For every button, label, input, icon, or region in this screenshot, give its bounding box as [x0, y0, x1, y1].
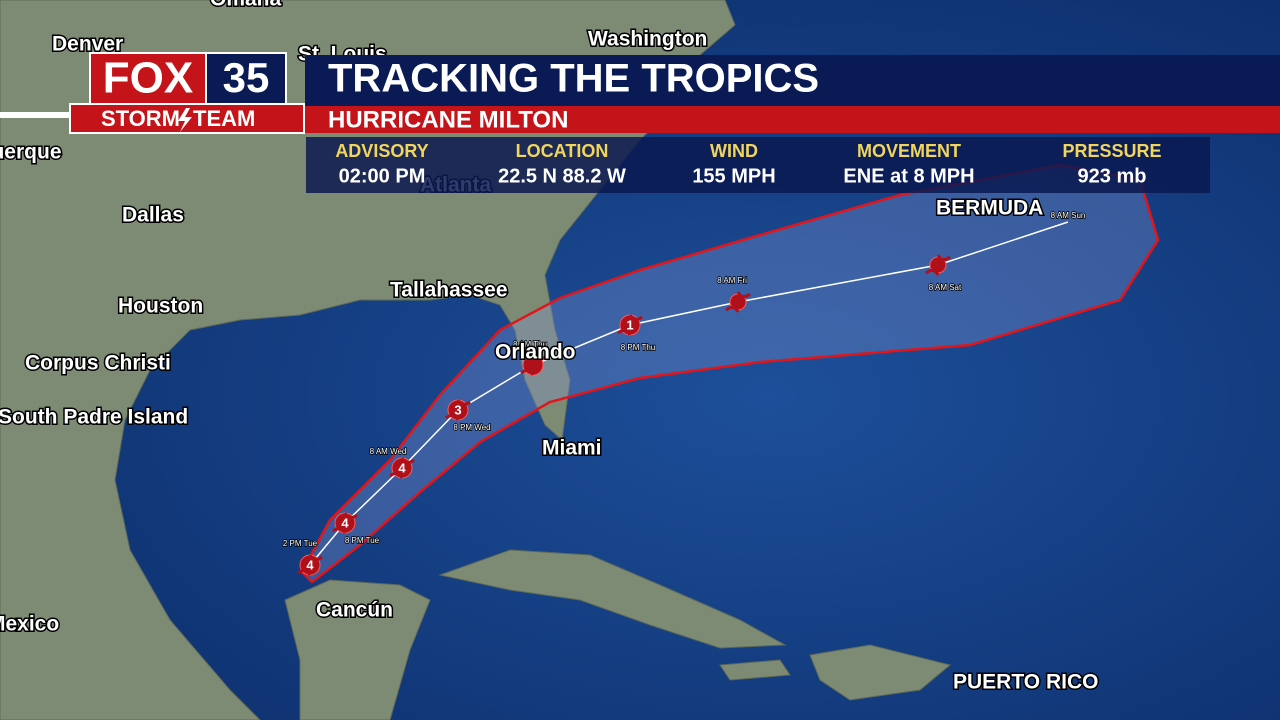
city-label: Orlando — [495, 341, 576, 364]
city-label: Corpus Christi — [25, 352, 171, 375]
city-label: Omaha — [210, 0, 282, 11]
storm-swirl — [297, 554, 323, 576]
track-time: 2 PM Tue — [283, 539, 318, 548]
storm-category: 4 — [398, 460, 406, 475]
title: TRACKING THE TROPICS — [328, 57, 819, 101]
advisory-value: 22.5 N 88.2 W — [498, 165, 626, 187]
logo-fox-box — [89, 52, 207, 105]
track-time: 8 AM Thu — [513, 340, 547, 349]
jamaica — [719, 659, 791, 681]
storm-swirl — [925, 254, 951, 276]
advisory-value: 923 mb — [1078, 165, 1147, 187]
city-label: Tallahassee — [390, 279, 508, 302]
storm-swirl — [445, 399, 471, 421]
advisory-label: WIND — [710, 141, 758, 161]
storm-category: 3 — [454, 402, 461, 417]
track-time: 8 PM Tue — [345, 536, 380, 545]
track-time: 8 AM Sun — [1051, 211, 1086, 220]
logo-number: 35 — [223, 54, 270, 101]
cuba — [438, 549, 787, 649]
city-label: Washington — [588, 28, 707, 51]
city-label: Miami — [542, 437, 602, 460]
advisory-label: MOVEMENT — [857, 141, 961, 161]
city-label: Albuquerque — [0, 141, 62, 164]
storm-category: 4 — [306, 557, 314, 572]
storm-category: 1 — [626, 317, 633, 332]
advisory-panel — [306, 137, 1210, 193]
advisory-value: 02:00 PM — [339, 165, 426, 187]
advisory-label: LOCATION — [516, 141, 609, 161]
track-time: 8 AM Wed — [370, 447, 407, 456]
logo-brand: FOX — [103, 54, 193, 103]
advisory-label: PRESSURE — [1062, 141, 1161, 161]
city-label: Houston — [118, 295, 203, 318]
track-time: 8 AM Fri — [717, 276, 747, 285]
storm-swirl — [389, 457, 415, 479]
title-banner — [305, 55, 1280, 106]
city-label: Mexico — [0, 613, 59, 636]
subtitle: HURRICANE MILTON — [328, 106, 568, 133]
subtitle-banner — [305, 106, 1280, 133]
storm-swirl — [332, 512, 358, 534]
team-right: TEAM — [193, 106, 255, 131]
storm-category: 4 — [341, 515, 349, 530]
track-time: 8 PM Wed — [453, 423, 490, 432]
city-label: PUERTO RICO — [953, 671, 1098, 694]
storm-swirl — [520, 354, 546, 376]
city-label: BERMUDA — [936, 197, 1043, 220]
city-label: Dallas — [122, 204, 184, 227]
track-time: 8 PM Thu — [621, 343, 656, 352]
track-group: 4 2 PM Tue 4 8 PM Tue 4 8 AM Wed 3 8 PM Wed 8 AM… — [282, 210, 1086, 576]
city-label: South Padre Island — [0, 406, 188, 429]
city-label: Cancún — [316, 599, 393, 622]
storm-swirl — [725, 291, 751, 313]
city-labels: OmahaDenverSt. LouisWashingtonAlbuquerqu… — [0, 0, 1100, 695]
advisory-label: ADVISORY — [335, 141, 428, 161]
logo-line — [0, 112, 80, 118]
bolt-icon — [178, 108, 192, 132]
advisory-columns: ADVISORY 02:00 PM LOCATION 22.5 N 88.2 W WIN… — [335, 141, 1161, 188]
storm-swirl — [617, 314, 643, 336]
advisory-value: 155 MPH — [692, 165, 775, 187]
team-left: STORM — [101, 106, 180, 131]
advisory-value: ENE at 8 MPH — [843, 165, 974, 187]
yucatan — [284, 579, 431, 720]
track-time: 8 AM Sat — [929, 283, 962, 292]
hispaniola — [809, 644, 952, 701]
